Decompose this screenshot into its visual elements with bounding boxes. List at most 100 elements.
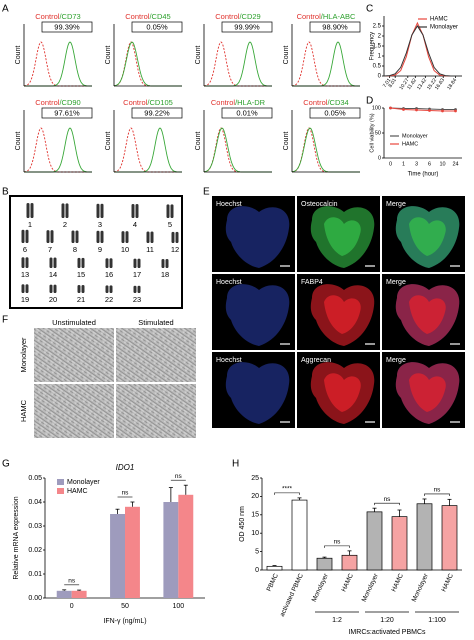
y-tick-label: 0.03 xyxy=(28,523,42,530)
percent-box xyxy=(41,21,93,33)
chromosome-label: 16 xyxy=(105,270,113,279)
legend-swatch xyxy=(57,488,64,494)
bar xyxy=(316,557,333,571)
chromosome xyxy=(21,284,25,293)
chart-title: IDO1 xyxy=(116,463,135,472)
chromosome xyxy=(109,285,113,293)
series-line xyxy=(383,25,462,77)
chromosome-label: 4 xyxy=(133,220,137,229)
y-tick-label: 100 xyxy=(372,105,381,111)
significance-label: ns xyxy=(175,473,183,480)
row-label: HAMC xyxy=(19,399,28,422)
marker-label: Control/CD45 xyxy=(125,12,170,21)
chromosome-label: 20 xyxy=(49,295,57,304)
y-tick-label: 15 xyxy=(251,512,259,519)
chromosome xyxy=(50,230,54,243)
x-tick-label: 1 xyxy=(402,161,405,167)
chromosome xyxy=(21,257,25,268)
marker-stain xyxy=(409,217,446,256)
x-tick-label: activated PBMC xyxy=(279,572,305,617)
control-histogram xyxy=(23,41,92,87)
percent: 97.61% xyxy=(54,108,80,117)
column-label: Unstimulated xyxy=(52,318,96,327)
chromosome xyxy=(121,231,125,243)
y-axis-label: Count xyxy=(105,46,112,65)
x-axis-label: Time (hour) xyxy=(408,172,439,178)
image-label: Merge xyxy=(386,201,406,208)
marker-stain xyxy=(324,373,361,412)
chromosome xyxy=(71,230,75,243)
chromosome-label: 9 xyxy=(98,245,102,254)
chromosome xyxy=(46,230,50,243)
significance-bracket xyxy=(324,545,350,548)
significance-label: ns xyxy=(384,496,392,503)
marker-label: Control/CD73 xyxy=(35,12,80,21)
chromosome-label: 19 xyxy=(21,295,29,304)
marker-stain xyxy=(409,295,446,334)
y-tick-label: 10 xyxy=(251,530,259,537)
y-tick-label: 0.04 xyxy=(28,499,42,506)
chromosome xyxy=(161,258,165,268)
significance-label: ns xyxy=(334,539,342,546)
control-histogram xyxy=(291,127,360,173)
chromosome xyxy=(96,230,100,243)
separator: / xyxy=(59,98,62,107)
x-tick-label: 0 xyxy=(70,603,74,610)
chromosome xyxy=(100,203,104,218)
chromosome xyxy=(150,231,154,243)
group-label: 1:100 xyxy=(428,617,446,624)
control-histogram xyxy=(113,127,182,173)
y-axis-label: Count xyxy=(105,132,112,151)
y-axis-label: OD 450 nm xyxy=(239,506,246,542)
x-tick-label: Monolayer xyxy=(311,572,331,603)
y-axis-label: Count xyxy=(283,132,290,151)
y-tick-label: 5 xyxy=(255,548,259,555)
percent-box xyxy=(221,107,273,119)
micrograph xyxy=(116,328,196,382)
group-label: 1:2 xyxy=(332,617,342,624)
bar xyxy=(441,505,458,571)
y-axis-label: Count xyxy=(283,46,290,65)
marker-stain xyxy=(324,295,361,334)
control-histogram xyxy=(203,41,272,87)
specimen xyxy=(310,284,375,346)
marker-stain xyxy=(324,217,361,256)
y-tick-label: 2 xyxy=(378,34,382,40)
legend-label: Monolayer xyxy=(402,133,428,139)
separator: / xyxy=(59,12,62,21)
control-label: Control xyxy=(35,12,60,21)
bar xyxy=(341,554,358,571)
y-axis-label: Count xyxy=(15,132,22,151)
chromosome-label: 6 xyxy=(23,245,27,254)
separator: / xyxy=(327,98,330,107)
specimen xyxy=(395,362,460,424)
nuclei-stain xyxy=(225,284,290,346)
y-tick-label: 0 xyxy=(378,74,382,80)
series-line xyxy=(390,107,456,110)
separator: / xyxy=(239,12,242,21)
specimen xyxy=(310,206,375,268)
marker-name: CD73 xyxy=(62,12,81,21)
bar xyxy=(125,506,140,598)
x-tick-label: 100 xyxy=(172,603,184,610)
group-label: 1:20 xyxy=(380,617,394,624)
bar xyxy=(391,516,408,571)
separator: / xyxy=(149,12,152,21)
panel-letter: B xyxy=(2,187,9,198)
percent: 99.99% xyxy=(234,22,260,31)
x-tick-label: 18.84 xyxy=(446,77,458,91)
micrograph xyxy=(116,384,196,438)
panel-letter: D xyxy=(366,96,373,107)
control-label: Control xyxy=(215,12,240,21)
specimen xyxy=(310,362,375,424)
x-axis-label: IFN-γ (ng/mL) xyxy=(103,618,146,625)
chromosome-label: 15 xyxy=(77,270,85,279)
y-axis-label: Count xyxy=(15,46,22,65)
chromosome xyxy=(105,258,109,268)
x-tick-label: 6 xyxy=(428,161,431,167)
chromosome xyxy=(146,231,150,243)
y-axis-label: Count xyxy=(195,46,202,65)
control-label: Control xyxy=(125,12,150,21)
significance-label: ns xyxy=(68,578,76,585)
